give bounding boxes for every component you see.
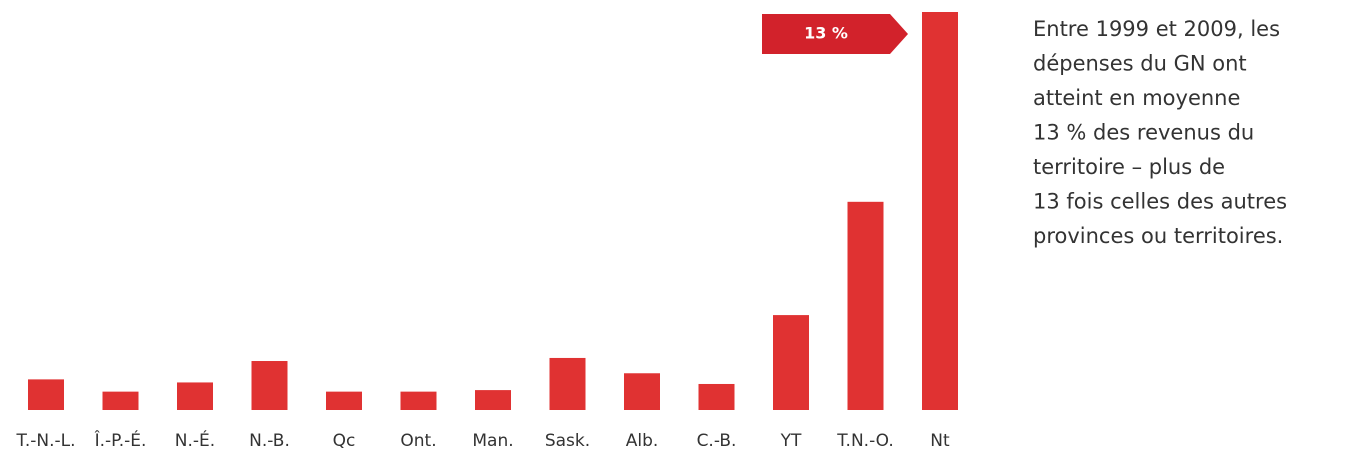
- annotation-line: territoire – plus de: [1033, 155, 1225, 179]
- bar: [102, 391, 139, 410]
- bar: [326, 391, 362, 410]
- x-tick-label: C.-B.: [697, 431, 737, 451]
- x-tick-label: T.-N.-L.: [15, 431, 75, 451]
- x-tick-label: N.-É.: [175, 429, 215, 451]
- bar: [624, 373, 660, 410]
- bar: [251, 361, 288, 410]
- bar: [847, 201, 884, 410]
- bar: [400, 391, 437, 410]
- annotation-line: atteint en moyenne: [1033, 86, 1240, 110]
- bar: [773, 315, 809, 410]
- annotation-line: dépenses du GN ont: [1033, 52, 1247, 76]
- x-tick-label: YT: [780, 431, 802, 451]
- x-tick-label: N.-B.: [249, 431, 290, 451]
- bar: [177, 382, 213, 410]
- x-tick-label: Sask.: [545, 431, 590, 451]
- annotation-line: 13 fois celles des autres: [1033, 190, 1287, 214]
- bar: [698, 383, 735, 410]
- x-tick-label: Qc: [333, 431, 356, 451]
- x-tick-label: Man.: [472, 431, 513, 451]
- annotation-line: provinces ou territoires.: [1033, 224, 1283, 248]
- bar: [549, 357, 586, 410]
- value-label: 13 %: [804, 24, 848, 43]
- x-tick-label: T.N.-O.: [836, 431, 894, 451]
- bar: [475, 390, 511, 410]
- x-tick-label: Nt: [930, 431, 950, 451]
- annotation-line: Entre 1999 et 2009, les: [1033, 17, 1280, 41]
- bar: [28, 379, 64, 410]
- annotation-line: 13 % des revenus du: [1033, 121, 1254, 145]
- value-label-banner: [762, 14, 908, 54]
- x-tick-label: Alb.: [626, 431, 659, 451]
- x-tick-label: Î.-P.-É.: [94, 429, 147, 451]
- x-tick-label: Ont.: [400, 431, 436, 451]
- bar: [922, 12, 958, 410]
